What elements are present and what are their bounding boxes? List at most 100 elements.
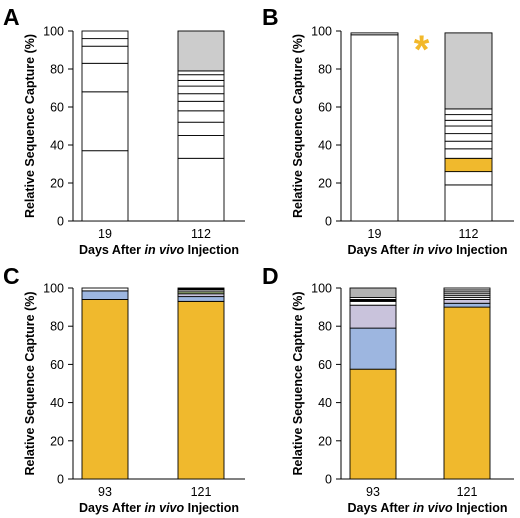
x-tick-label: 121 <box>191 485 212 499</box>
chart-panel-d: D 0 20 40 60 80 100 Relative Sequence Capture (… <box>262 263 514 515</box>
chart-panel-b: B 0 20 40 60 80 100 Relative Sequence Capture (… <box>262 4 514 257</box>
y-tick-label: 100 <box>43 25 64 39</box>
bar-segment <box>444 171 493 186</box>
bar-segment <box>81 91 129 152</box>
x-axis-label-part: Days After <box>79 501 145 515</box>
bar-segment <box>81 150 129 222</box>
bar-segment <box>349 327 397 370</box>
bar-segment <box>444 148 493 159</box>
y-tick-label: 60 <box>50 101 64 115</box>
y-tick-label: 60 <box>318 358 332 372</box>
y-axis-label: Relative Sequence Capture (%) <box>291 291 305 475</box>
bar-segment <box>177 296 225 302</box>
bar-segment <box>81 45 129 64</box>
bar-segment <box>444 184 493 222</box>
y-tick-label: 80 <box>318 63 332 77</box>
y-tick-label: 40 <box>318 396 332 410</box>
y-axis-label: Relative Sequence Capture (%) <box>23 291 37 475</box>
chart-panel-a: A 0 20 40 60 80 100 Relative Sequence Capture (… <box>3 4 245 257</box>
bar-segment <box>177 287 225 291</box>
bar-segment <box>444 114 493 121</box>
x-axis-label: Days After in vivo Injection <box>79 243 239 257</box>
chart-panel-c: C 0 20 40 60 80 100 Relative Sequence Capture (… <box>3 263 245 515</box>
x-axis-label: Days After in vivo Injection <box>347 243 507 257</box>
bar-segment <box>444 125 493 135</box>
bar-segment <box>177 79 225 87</box>
bar-segment <box>444 157 493 173</box>
bar-segment <box>443 299 491 304</box>
bar-segment <box>81 299 129 480</box>
x-tick-label: 112 <box>459 227 479 241</box>
panel-letter: D <box>262 263 279 289</box>
bar-segment <box>177 110 225 123</box>
bar-segment <box>444 32 493 110</box>
y-tick-label: 60 <box>50 358 64 372</box>
bar-segment <box>177 135 225 159</box>
bar-segment <box>350 32 399 36</box>
x-axis-label-part: in vivo <box>413 243 453 257</box>
panel-letter: B <box>262 4 279 30</box>
bar-segment <box>443 302 491 308</box>
bar-segment <box>350 34 399 222</box>
y-tick-label: 100 <box>311 25 332 39</box>
y-tick-label: 40 <box>318 139 332 153</box>
bar-segment <box>349 287 397 299</box>
y-tick-label: 0 <box>57 473 64 487</box>
bar-segment <box>177 74 225 81</box>
bar-segment <box>444 119 493 127</box>
y-tick-label: 20 <box>50 434 64 448</box>
bar-segment <box>444 140 493 150</box>
bar-segment <box>177 157 225 222</box>
bar-segment <box>177 121 225 136</box>
bar-segment <box>177 30 225 72</box>
panel-letter: A <box>3 4 20 30</box>
bar-segment <box>81 38 129 47</box>
bar-segment <box>81 287 129 292</box>
x-axis-label-part: Injection <box>184 243 239 257</box>
x-axis-label-part: in vivo <box>145 243 185 257</box>
x-axis-label-part: Injection <box>184 501 239 515</box>
x-axis-label-part: Days After <box>347 501 413 515</box>
y-tick-label: 20 <box>318 434 332 448</box>
x-axis-label-part: in vivo <box>145 501 185 515</box>
y-tick-label: 80 <box>318 320 332 334</box>
x-tick-label: 121 <box>457 485 478 499</box>
y-tick-label: 0 <box>325 215 332 229</box>
bar-segment <box>177 300 225 480</box>
y-tick-label: 80 <box>50 320 64 334</box>
x-axis-label: Days After in vivo Injection <box>79 501 239 515</box>
y-tick-label: 20 <box>50 177 64 191</box>
y-tick-label: 60 <box>318 101 332 115</box>
bar-segment <box>349 368 397 480</box>
bar-segment <box>444 133 493 142</box>
x-tick-label: 19 <box>368 227 382 241</box>
bar-segment <box>177 70 225 76</box>
bar-segment <box>349 300 397 306</box>
bar-segment <box>177 93 225 102</box>
bar-segment <box>177 85 225 95</box>
y-tick-label: 20 <box>318 177 332 191</box>
x-axis-label-part: Days After <box>79 243 145 257</box>
y-tick-label: 100 <box>43 282 64 296</box>
y-tick-label: 0 <box>57 215 64 229</box>
bar-segment <box>443 306 491 480</box>
x-axis-label-part: Days After <box>347 243 413 257</box>
x-axis-label: Days After in vivo Injection <box>347 501 507 515</box>
y-tick-label: 80 <box>50 63 64 77</box>
panel-letter: C <box>3 263 20 289</box>
x-tick-label: 93 <box>98 485 112 499</box>
bar-segment <box>349 304 397 329</box>
x-tick-label: 112 <box>191 227 211 241</box>
bar-segment <box>81 62 129 93</box>
y-tick-label: 0 <box>325 473 332 487</box>
y-tick-label: 40 <box>50 396 64 410</box>
significance-asterisk: * <box>414 28 430 72</box>
bar-segment <box>177 100 225 112</box>
y-tick-label: 40 <box>50 139 64 153</box>
bar-segment <box>444 108 493 116</box>
x-tick-label: 93 <box>366 485 380 499</box>
x-axis-label-part: Injection <box>453 501 508 515</box>
bar-segment <box>81 30 129 40</box>
x-tick-label: 19 <box>98 227 112 241</box>
